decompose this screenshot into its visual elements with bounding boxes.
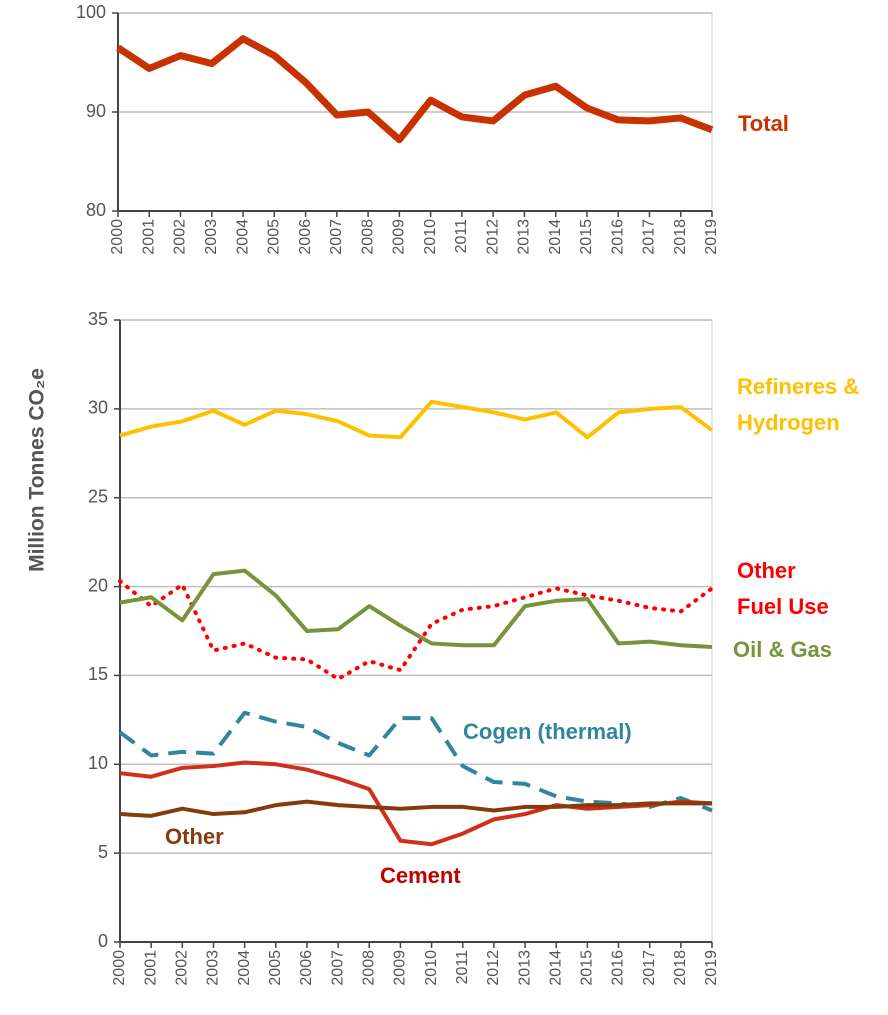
x-tick-label: 2016 (609, 219, 626, 255)
x-tick-label: 2003 (203, 219, 220, 255)
x-tick-label: 2007 (328, 219, 345, 255)
x-tick-label: 2010 (423, 950, 440, 986)
x-tick-label: 2009 (391, 219, 408, 255)
y-tick-label: 0 (98, 931, 108, 951)
series-label: Cement (380, 863, 461, 888)
series-label: Cogen (thermal) (463, 719, 632, 744)
x-tick-label: 2002 (174, 950, 191, 986)
x-tick-label: 2009 (392, 950, 409, 986)
x-tick-label: 2015 (579, 950, 596, 986)
x-tick-label: 2010 (422, 219, 439, 255)
series-line (118, 579, 714, 681)
series-line (119, 399, 714, 440)
y-tick-label: 20 (88, 575, 108, 595)
x-tick-label: 2018 (672, 219, 689, 255)
x-tick-label: 2013 (516, 219, 533, 255)
x-tick-label: 2008 (359, 219, 376, 255)
x-tick-label: 2014 (547, 219, 564, 255)
series-label: Other Fuel Use (737, 558, 829, 619)
x-tick-label: 2006 (298, 950, 315, 986)
y-axis-label: Million Tonnes CO₂e (26, 368, 49, 572)
x-tick-label: 2007 (329, 950, 346, 986)
x-tick-label: 2017 (641, 950, 658, 986)
x-tick-label: 2001 (142, 950, 159, 986)
y-tick-label: 15 (88, 664, 108, 684)
series-line (119, 799, 712, 818)
x-tick-label: 2013 (516, 950, 533, 986)
x-tick-label: 2016 (610, 950, 627, 986)
series-line (116, 35, 714, 144)
x-tick-label: 2005 (266, 219, 283, 255)
series-label: Oil & Gas (733, 637, 832, 662)
x-tick-label: 2003 (205, 950, 222, 986)
x-tick-label: 2008 (360, 950, 377, 986)
x-tick-label: 2017 (641, 219, 658, 255)
y-tick-label: 10 (88, 753, 108, 773)
x-tick-label: 2001 (140, 219, 157, 255)
x-tick-label: 2005 (267, 950, 284, 986)
series-label: Total (738, 111, 789, 136)
x-tick-label: 2002 (172, 219, 189, 255)
x-tick-label: 2004 (234, 219, 251, 255)
y-tick-label: 35 (88, 309, 108, 329)
x-tick-label: 2015 (578, 219, 595, 255)
y-tick-label: 25 (88, 486, 108, 506)
x-tick-label: 2000 (111, 950, 128, 986)
series-line (119, 568, 713, 649)
x-tick-label: 2018 (672, 950, 689, 986)
x-tick-label: 2019 (703, 950, 720, 986)
x-tick-label: 2019 (703, 219, 720, 255)
x-tick-label: 2011 (453, 219, 470, 254)
x-tick-label: 2014 (547, 950, 564, 986)
y-tick-label: 80 (86, 200, 106, 220)
series-line (119, 760, 713, 847)
series-label: Other (165, 824, 224, 849)
x-tick-label: 2012 (484, 219, 501, 255)
x-tick-label: 2004 (236, 950, 253, 986)
series-line (118, 710, 713, 813)
series-label: Refineres & Hydrogen (737, 374, 859, 435)
y-tick-label: 30 (88, 398, 108, 418)
y-tick-label: 5 (98, 842, 108, 862)
y-tick-label: 90 (86, 101, 106, 121)
y-tick-label: 100 (76, 2, 106, 22)
x-tick-label: 2000 (109, 219, 126, 255)
x-tick-label: 2011 (454, 950, 471, 985)
x-tick-label: 2006 (297, 219, 314, 255)
x-tick-label: 2012 (485, 950, 502, 986)
